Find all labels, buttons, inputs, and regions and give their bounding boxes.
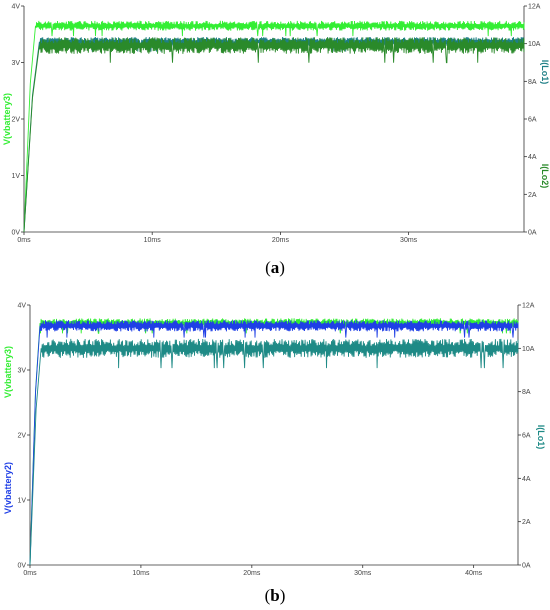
panel-a-series-i-lo1: [23, 37, 525, 233]
panel-a-series-v-vbattery3: [23, 20, 525, 233]
panel-a-right-tick-label: 2A: [528, 192, 537, 199]
panel-b-right-tick-label: 2A: [522, 519, 531, 526]
panel-b-right-tick-label: 12A: [522, 303, 535, 310]
panel-b-right-tick-label: 10A: [522, 346, 535, 353]
panel-b-right-tick-label: 4A: [522, 476, 531, 483]
panel-b-x-tick-label: 0ms: [23, 570, 37, 577]
panel-a-right-label-2: I(Lo2): [540, 164, 550, 189]
panel-a-right-tick-label: 4A: [528, 154, 537, 161]
panel-a-x-tick-label: 20ms: [272, 237, 290, 244]
panel-b-caption: (b): [265, 586, 286, 605]
panel-b: 0V 1V 2V 3V 4V 0A 2A 4A 6A 8A 10A 12A 0ms 10ms 20ms 3…: [3, 303, 546, 606]
panel-b-right-tick-label: 6A: [522, 433, 531, 440]
panel-a-right-tick-label: 0A: [528, 230, 537, 237]
panel-b-series-i-lo1: [29, 338, 519, 566]
panel-b-right-tick-label: 8A: [522, 389, 531, 396]
panel-a-right-tick-label: 6A: [528, 117, 537, 124]
panel-a-right-label-1: I(Lo1): [540, 60, 550, 85]
panel-b-x-tick-label: 30ms: [354, 570, 372, 577]
panel-a-left-tick-label: 3V: [11, 60, 20, 67]
panel-b-left-label-2: V(vbattery3): [3, 346, 13, 398]
panel-b-series-v-vbattery2: [29, 320, 519, 566]
panel-a: 0V 1V 2V 3V 4V 0A 2A 4A 6A 8A 10A 12A 0ms 10ms 20ms 3…: [2, 4, 550, 278]
panel-b-x-tick-label: 10ms: [132, 570, 150, 577]
panel-a-x-tick-label: 30ms: [400, 237, 418, 244]
panel-a-right-tick-label: 8A: [528, 79, 537, 86]
panel-a-x-tick-label: 10ms: [144, 237, 162, 244]
panel-a-x-tick-label: 0ms: [17, 237, 31, 244]
panel-a-caption: (a): [265, 258, 285, 277]
panel-b-caption-letter: b: [270, 586, 279, 605]
panel-b-right-tick-label: 0A: [522, 563, 531, 570]
panel-a-right-tick-label: 12A: [528, 4, 541, 11]
panel-b-left-tick-label: 3V: [17, 368, 26, 375]
panel-b-right-label: I(Lo1): [536, 425, 546, 450]
panel-a-right-tick-label: 10A: [528, 41, 541, 48]
panel-b-left-label-1: V(vbattery2): [3, 462, 13, 514]
panel-b-left-tick-label: 2V: [17, 433, 26, 440]
panel-a-left-label: V(vbattery3): [2, 93, 12, 145]
panel-a-series-i-lo2: [23, 37, 525, 233]
panel-a-left-tick-label: 1V: [11, 173, 20, 180]
panel-b-left-tick-label: 1V: [17, 498, 26, 505]
panel-a-left-tick-label: 4V: [11, 4, 20, 11]
panel-b-left-tick-label: 4V: [17, 303, 26, 310]
panel-b-left-tick-label: 0V: [17, 563, 26, 570]
panel-a-left-tick-label: 2V: [11, 117, 20, 124]
panel-b-x-tick-label: 20ms: [243, 570, 261, 577]
panel-a-caption-letter: a: [271, 258, 280, 277]
panel-a-left-tick-label: 0V: [11, 230, 20, 237]
panel-b-x-tick-label: 40ms: [465, 570, 483, 577]
